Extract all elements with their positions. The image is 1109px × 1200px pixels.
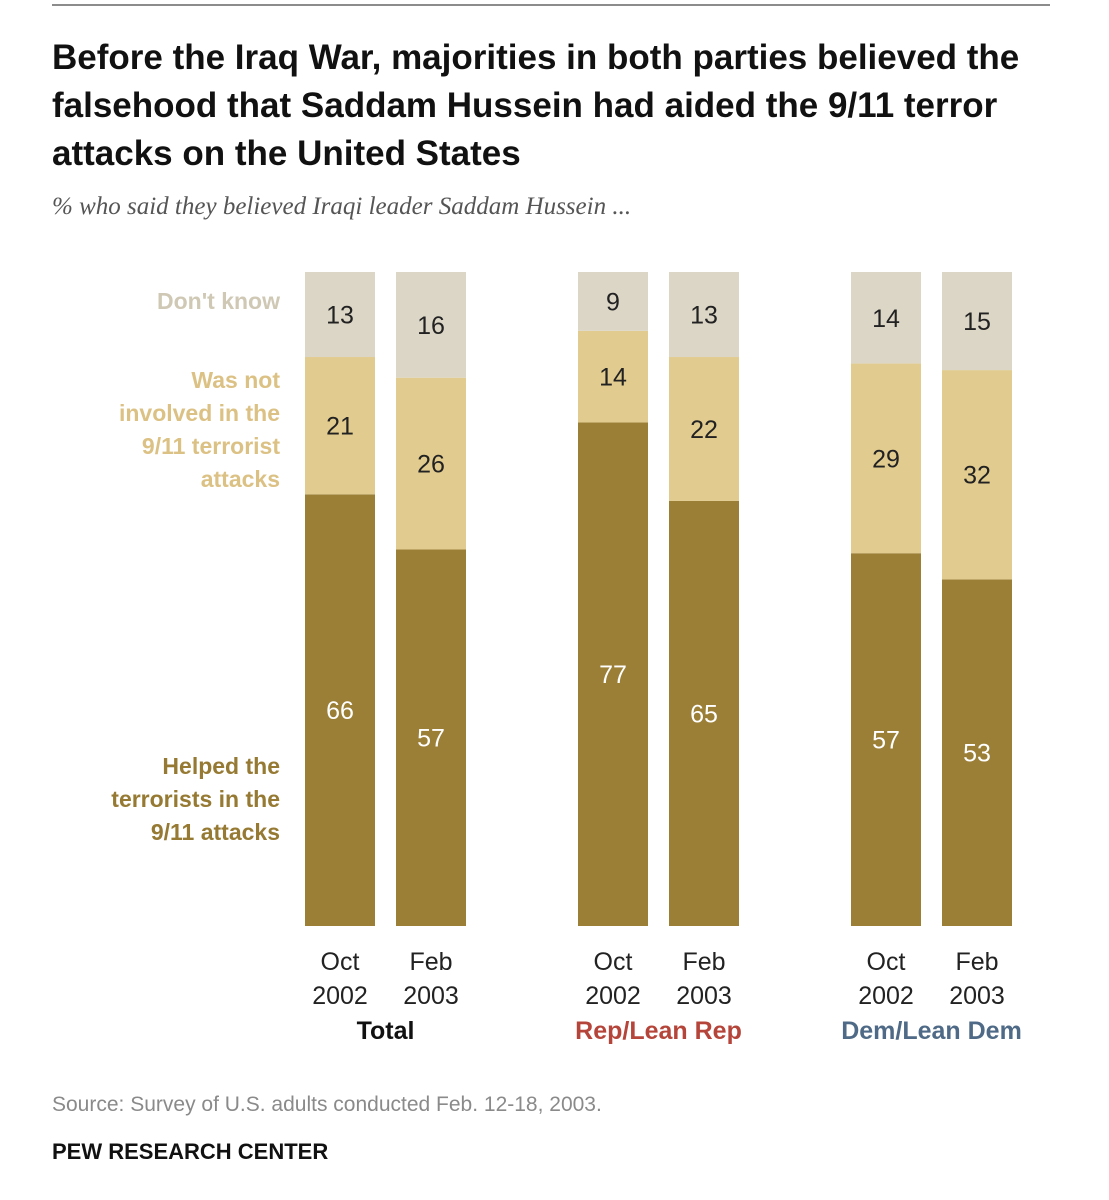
tick-label-month-g2-b0: Oct	[867, 948, 906, 976]
data-label-dont_know-g2-b1: 15	[963, 308, 991, 336]
bar-helped-g2-b1	[942, 579, 1012, 926]
tick-label-year-g0-b0: 2002	[312, 982, 368, 1010]
bar-dont_know-g1-b0	[578, 272, 648, 331]
data-label-dont_know-g2-b0: 14	[872, 305, 900, 333]
data-label-helped-g0-b0: 66	[326, 697, 354, 725]
legend-label-not_involved-line-2: 9/11 terrorist	[142, 433, 280, 459]
data-label-not_involved-g0-b1: 26	[417, 451, 445, 479]
bar-not_involved-g1-b0	[578, 330, 648, 423]
tick-label-month-g2-b1: Feb	[955, 948, 998, 976]
data-label-dont_know-g0-b1: 16	[417, 312, 445, 340]
data-label-not_involved-g1-b0: 14	[599, 364, 627, 392]
data-label-helped-g2-b1: 53	[963, 740, 991, 768]
data-label-helped-g1-b0: 77	[599, 661, 627, 689]
source-note: Source: Survey of U.S. adults conducted …	[52, 1093, 602, 1116]
bar-helped-g1-b1	[669, 500, 739, 926]
top-rule	[52, 4, 1050, 6]
group-label-1: Rep/Lean Rep	[575, 1017, 742, 1045]
bar-not_involved-g2-b0	[851, 363, 921, 554]
legend-label-helped-line-0: Helped the	[162, 753, 280, 779]
tick-label-month-g0-b0: Oct	[321, 948, 360, 976]
tick-label-month-g1-b0: Oct	[594, 948, 633, 976]
tick-label-year-g2-b0: 2002	[858, 982, 914, 1010]
bar-not_involved-g1-b1	[669, 357, 739, 501]
group-label-2: Dem/Lean Dem	[841, 1017, 1022, 1045]
stacked-bar-chart: 66 21 13 Oct 2002 57 26 16 Feb 2003 Total 77 14 9 Oct 2…	[111, 272, 1022, 1045]
bar-dont_know-g0-b1	[396, 272, 466, 378]
legend-label-dont_know-line-0: Don't know	[157, 288, 280, 314]
data-label-dont_know-g0-b0: 13	[326, 302, 354, 330]
tick-label-year-g1-b1: 2003	[676, 982, 732, 1010]
bar-helped-g0-b0	[305, 494, 375, 926]
tick-label-year-g0-b1: 2003	[403, 982, 459, 1010]
tick-label-month-g1-b1: Feb	[682, 948, 725, 976]
data-label-not_involved-g2-b1: 32	[963, 462, 991, 490]
data-label-helped-g2-b0: 57	[872, 727, 900, 755]
bar-dont_know-g1-b1	[669, 272, 739, 358]
data-label-dont_know-g1-b0: 9	[606, 288, 620, 316]
data-label-helped-g0-b1: 57	[417, 725, 445, 753]
data-label-not_involved-g0-b0: 21	[326, 413, 354, 441]
chart-title: Before the Iraq War, majorities in both …	[52, 38, 1020, 173]
tick-label-month-g0-b1: Feb	[409, 948, 452, 976]
data-label-dont_know-g1-b1: 13	[690, 302, 718, 330]
bar-not_involved-g0-b1	[396, 377, 466, 550]
tick-label-year-g1-b0: 2002	[585, 982, 641, 1010]
bar-not_involved-g0-b0	[305, 357, 375, 495]
bar-helped-g1-b0	[578, 422, 648, 926]
brand-name: PEW RESEARCH CENTER	[52, 1139, 329, 1164]
chart-subtitle: % who said they believed Iraqi leader Sa…	[52, 193, 632, 220]
legend-label-helped-line-1: terrorists in the	[111, 786, 280, 812]
legend-label-not_involved-line-1: involved in the	[119, 400, 280, 426]
bar-helped-g0-b1	[396, 549, 466, 926]
bar-dont_know-g2-b1	[942, 272, 1012, 371]
data-label-not_involved-g2-b0: 29	[872, 445, 900, 473]
bar-dont_know-g2-b0	[851, 272, 921, 364]
legend-label-not_involved-line-0: Was not	[191, 367, 280, 393]
legend-label-helped-line-2: 9/11 attacks	[151, 819, 280, 845]
bar-dont_know-g0-b0	[305, 272, 375, 358]
bar-not_involved-g2-b1	[942, 370, 1012, 580]
tick-label-year-g2-b1: 2003	[949, 982, 1005, 1010]
group-label-0: Total	[357, 1017, 415, 1045]
data-label-helped-g1-b1: 65	[690, 700, 718, 728]
bar-helped-g2-b0	[851, 553, 921, 926]
data-label-not_involved-g1-b1: 22	[690, 416, 718, 444]
legend-label-not_involved-line-3: attacks	[201, 466, 280, 492]
